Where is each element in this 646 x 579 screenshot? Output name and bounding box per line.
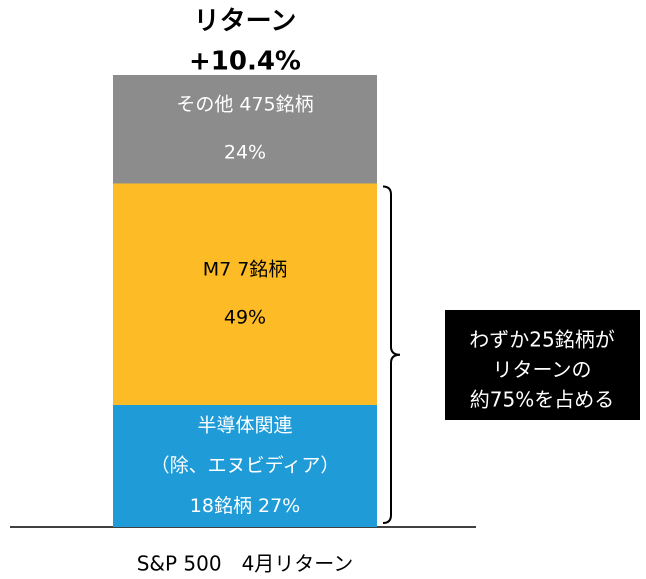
segment-label: 18銘柄 27% xyxy=(190,494,300,516)
value-label: 27% xyxy=(258,494,300,516)
value-label: 49% xyxy=(224,307,266,329)
bar-segment xyxy=(113,183,377,405)
segment-name: （除、エヌビディア） xyxy=(151,454,340,476)
bracket xyxy=(382,185,401,524)
chart-title: リターン xyxy=(194,7,297,37)
bar-segment xyxy=(113,404,377,527)
annotation: わずか25銘柄が xyxy=(469,328,614,352)
annotation: リターンの xyxy=(493,358,592,382)
annotation: 約75%を占める xyxy=(470,388,614,412)
segment-name: 半導体関連 xyxy=(197,414,292,436)
bar-segment xyxy=(113,75,377,184)
value-label: 24% xyxy=(224,142,266,164)
x-label: S&P 500 4月リターン xyxy=(137,552,354,576)
annotation-box xyxy=(445,310,640,420)
chart-title: +10.4% xyxy=(189,47,301,77)
segment-name: M7 7銘柄 xyxy=(203,259,288,281)
segment-name: 18銘柄 xyxy=(190,494,252,516)
segment-name: その他 475銘柄 xyxy=(176,94,313,116)
